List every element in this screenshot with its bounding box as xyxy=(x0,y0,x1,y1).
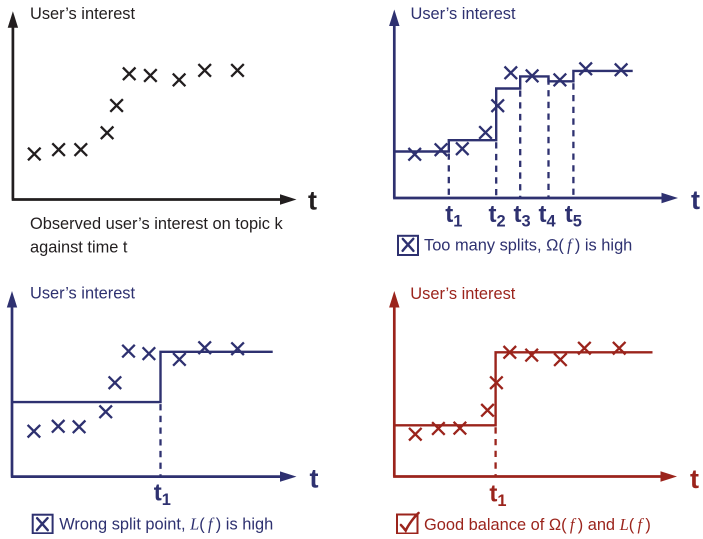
svg-text:t: t xyxy=(308,186,317,216)
svg-text:against time t: against time t xyxy=(30,239,128,257)
svg-text:t: t xyxy=(690,464,699,494)
svg-text:Good balance of Ω( f ) and L(: Good balance of Ω( f ) and L( f ) xyxy=(424,515,651,534)
svg-text:t: t xyxy=(310,463,319,493)
svg-text:Too many splits, Ω( f ) is hi: Too many splits, Ω( f ) is high xyxy=(424,236,632,255)
svg-text:Wrong split point, L( f ) is h: Wrong split point, L( f ) is high xyxy=(59,514,273,533)
svg-text:User’s interest: User’s interest xyxy=(30,285,136,303)
svg-text:Observed user’s interest on to: Observed user’s interest on topic k xyxy=(30,215,283,233)
svg-text:User’s interest: User’s interest xyxy=(411,5,517,23)
svg-text:User’s interest: User’s interest xyxy=(30,5,136,23)
svg-text:User’s interest: User’s interest xyxy=(410,285,516,303)
svg-text:t: t xyxy=(691,185,700,215)
